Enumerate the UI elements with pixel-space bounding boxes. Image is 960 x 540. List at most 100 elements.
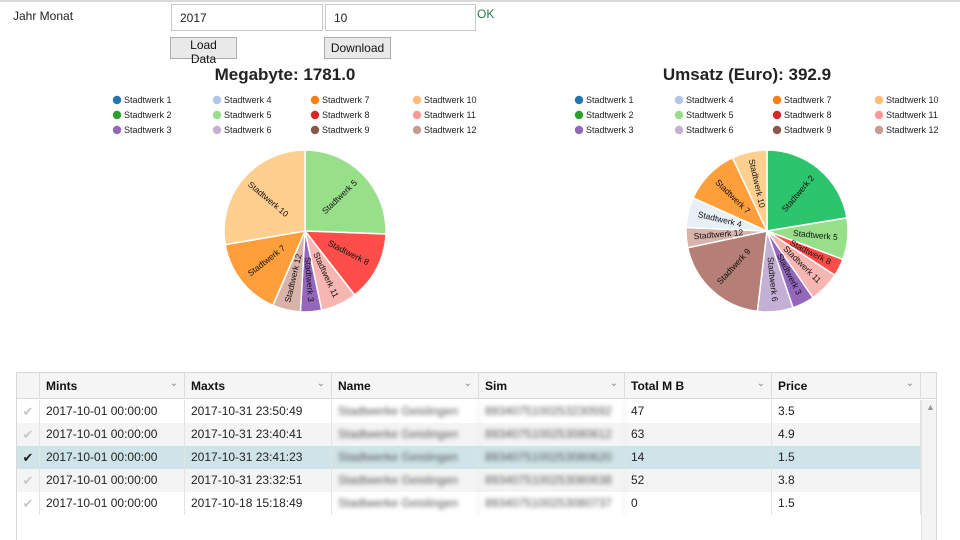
legend-item[interactable]: Stadtwerk 8 [322, 110, 370, 120]
table-cell: 14 [625, 446, 772, 469]
slice-label: Stadtwerk 6 [765, 256, 780, 302]
vertical-scrollbar[interactable]: ▲ [921, 400, 936, 540]
legend-item[interactable]: Stadtwerk 11 [886, 110, 938, 120]
legend-item[interactable]: Stadtwerk 7 [322, 95, 370, 105]
table-row[interactable]: ✔ 2017-10-01 00:00:00 2017-10-31 23:50:49 S… [17, 400, 921, 423]
table-cell: 8934075100253080737 [479, 492, 625, 515]
legend-swatch [212, 110, 222, 120]
table-cell: 2017-10-18 15:18:49 [185, 492, 332, 515]
pie-slice[interactable] [303, 230, 387, 297]
table-cell: 2017-10-01 00:00:00 [40, 446, 185, 469]
legend-swatch [874, 110, 884, 120]
checkmark-icon[interactable]: ✔ [17, 400, 40, 423]
table-cell: 2017-10-01 00:00:00 [40, 469, 185, 492]
legend-swatch [112, 125, 122, 135]
legend-item[interactable]: Stadtwerk 12 [424, 125, 477, 135]
table-cell: 1.5 [772, 446, 921, 469]
chevron-down-icon[interactable]: ⌄ [756, 378, 765, 389]
legend-swatch [412, 95, 422, 105]
chevron-down-icon[interactable]: ⌄ [463, 378, 472, 389]
pie-slice[interactable] [304, 149, 387, 235]
table-row[interactable]: ✔ 2017-10-01 00:00:00 2017-10-31 23:41:23 S… [17, 446, 921, 469]
table-cell: 2017-10-01 00:00:00 [40, 492, 185, 515]
table-row[interactable]: ✔ 2017-10-01 00:00:00 2017-10-31 23:40:41 S… [17, 423, 921, 446]
table-row[interactable]: ✔ 2017-10-01 00:00:00 2017-10-18 15:18:49 S… [17, 492, 921, 515]
legend-swatch [310, 95, 320, 105]
legend-item[interactable]: Stadtwerk 1 [124, 95, 172, 105]
legend-item[interactable]: Stadtwerk 4 [686, 95, 734, 105]
year-input[interactable] [171, 4, 323, 31]
chevron-down-icon[interactable]: ⌄ [169, 378, 178, 389]
umsatz-pie-chart: Umsatz (Euro): 392.9 Stadtwerk 1 Stadtwerk… [567, 60, 960, 330]
legend-swatch [574, 125, 584, 135]
chart-title: Megabyte: 1781.0 [215, 65, 356, 84]
checkmark-icon[interactable]: ✔ [17, 469, 40, 492]
ok-status-label: OK [477, 7, 495, 21]
legend-item[interactable]: Stadtwerk 6 [686, 125, 734, 135]
column-header-label: Price [778, 379, 808, 393]
legend-swatch [674, 95, 684, 105]
pie-slice[interactable] [731, 149, 768, 232]
legend-item[interactable]: Stadtwerk 3 [586, 125, 634, 135]
checkmark-icon[interactable]: ✔ [17, 423, 40, 446]
scroll-up-icon[interactable]: ▲ [926, 402, 935, 412]
legend-item[interactable]: Stadtwerk 2 [124, 110, 172, 120]
pie-slice[interactable] [766, 149, 848, 232]
chevron-down-icon[interactable]: ⌄ [316, 378, 325, 389]
chevron-down-icon[interactable]: ⌄ [609, 378, 618, 389]
table-cell: 8934075100253230592 [479, 400, 625, 423]
legend-item[interactable]: Stadtwerk 2 [586, 110, 634, 120]
legend-item[interactable]: Stadtwerk 3 [124, 125, 172, 135]
column-header[interactable]: Price ⌄ [772, 373, 921, 399]
table-cell: 8934075100253080612 [479, 423, 625, 446]
legend-item[interactable]: Stadtwerk 5 [686, 110, 734, 120]
select-all-column-header[interactable] [17, 373, 40, 399]
legend-swatch [772, 110, 782, 120]
legend-item[interactable]: Stadtwerk 7 [784, 95, 832, 105]
table-cell: 4.9 [772, 423, 921, 446]
legend-swatch [112, 110, 122, 120]
legend-item[interactable]: Stadtwerk 9 [784, 125, 832, 135]
table-cell: Stadtwerke Geislingen [332, 423, 479, 446]
legend-item[interactable]: Stadtwerk 8 [784, 110, 832, 120]
download-button[interactable]: Download [324, 37, 391, 59]
legend-item[interactable]: Stadtwerk 1 [586, 95, 634, 105]
legend-swatch [674, 125, 684, 135]
table-row[interactable]: ✔ 2017-10-01 00:00:00 2017-10-31 23:32:51 S… [17, 469, 921, 492]
slice-label: Stadtwerk 3 [303, 257, 316, 303]
legend-swatch [212, 125, 222, 135]
column-header[interactable]: Total M B ⌄ [625, 373, 772, 399]
column-header[interactable]: Sim ⌄ [479, 373, 625, 399]
checkmark-icon[interactable]: ✔ [17, 446, 40, 469]
legend-item[interactable]: Stadtwerk 11 [424, 110, 476, 120]
pie-slice[interactable] [686, 230, 768, 313]
pie-svg: Megabyte: 1781.0 Stadtwerk 1 Stadtwerk 2 St… [112, 65, 477, 313]
legend-swatch [112, 95, 122, 105]
table-cell: Stadtwerke Geislingen [332, 400, 479, 423]
slice-label: Stadtwerk 12 [693, 227, 744, 241]
column-header[interactable]: Name ⌄ [332, 373, 479, 399]
legend-item[interactable]: Stadtwerk 10 [424, 95, 477, 105]
table-cell: Stadtwerke Geislingen [332, 446, 479, 469]
slice-label: Stadtwerk 5 [793, 228, 839, 242]
legend-item[interactable]: Stadtwerk 4 [224, 95, 272, 105]
chevron-down-icon[interactable]: ⌄ [905, 378, 914, 389]
legend-item[interactable]: Stadtwerk 5 [224, 110, 272, 120]
pie-slice[interactable] [223, 149, 306, 246]
legend-item[interactable]: Stadtwerk 6 [224, 125, 272, 135]
table-cell: 2017-10-01 00:00:00 [40, 423, 185, 446]
column-header-label: Maxts [191, 379, 226, 393]
legend-swatch [310, 110, 320, 120]
column-header[interactable]: Mints ⌄ [40, 373, 185, 399]
column-header[interactable]: Maxts ⌄ [185, 373, 332, 399]
table-cell: 47 [625, 400, 772, 423]
table-cell: 2017-10-01 00:00:00 [40, 400, 185, 423]
legend-item[interactable]: Stadtwerk 10 [886, 95, 939, 105]
checkmark-icon[interactable]: ✔ [17, 492, 40, 515]
load-data-button[interactable]: Load Data [170, 37, 237, 66]
jahr-monat-label: Jahr Monat [13, 9, 74, 23]
legend-item[interactable]: Stadtwerk 12 [886, 125, 939, 135]
legend-item[interactable]: Stadtwerk 9 [322, 125, 370, 135]
pie-slice[interactable] [224, 230, 307, 307]
month-input[interactable] [325, 4, 476, 31]
